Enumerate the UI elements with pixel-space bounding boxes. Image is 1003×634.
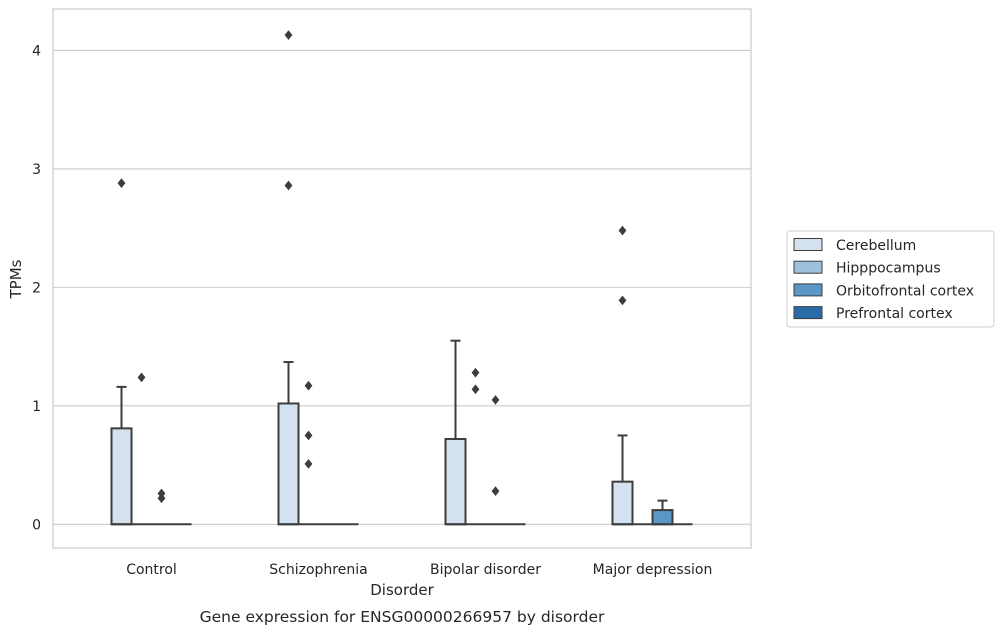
outlier-point [491,486,500,496]
box-orbitofrontal-cortex [151,488,172,526]
y-tick-labels: 0 1 2 3 4 [32,43,41,533]
plot-area [110,30,693,526]
outlier-point [471,367,480,378]
box-body [110,427,133,526]
outlier-point [618,225,627,236]
plot-frame [52,8,752,549]
box-body [611,480,634,526]
x-tick-label: Bipolar disorder [430,562,541,578]
box-hipppocampus [298,380,319,526]
legend-label: Cerebellum [836,238,916,254]
x-tick-labels: Control Schizophrenia Bipolar disorder Majo… [126,562,712,578]
outlier-point [157,488,166,499]
legend-frame [786,230,995,328]
y-tick-label: 0 [32,517,41,533]
outlier-point [618,295,627,306]
outlier-point [284,30,293,40]
y-tick-label: 4 [32,43,41,59]
y-tick-label: 2 [32,280,41,296]
x-axis-label: Disorder [370,581,434,599]
outlier-point [304,380,313,391]
y-tick-label: 3 [32,162,41,178]
x-tick-label: Major depression [593,562,713,578]
legend-label: Prefrontal cortex [836,306,953,322]
legend-label: Hipppocampus [836,261,941,277]
box-hipppocampus [131,372,152,526]
box-hipppocampus [465,367,486,526]
outlier-point [284,180,293,191]
legend-label: Orbitofrontal cortex [836,283,974,299]
gridlines [53,49,751,525]
box-cerebellum [277,30,300,526]
legend-swatch [793,283,823,297]
outlier-point [304,430,313,441]
legend-swatch [793,306,823,320]
box-cerebellum [110,178,133,526]
outlier-point [117,178,126,188]
outlier-point [137,372,146,383]
box-body [277,402,300,526]
legend-swatch [793,238,823,251]
y-tick-label: 1 [32,399,41,415]
outlier-point [304,459,313,469]
box-orbitofrontal-cortex [485,395,506,526]
legend-swatch [793,260,823,274]
chart-caption: Gene expression for ENSG00000266957 by d… [200,608,605,626]
outlier-point [491,395,500,405]
x-tick-label: Schizophrenia [269,562,367,578]
box-body [651,509,674,526]
box-cerebellum [611,225,634,526]
y-axis-label: TPMs [7,259,25,299]
box-orbitofrontal-cortex [651,499,674,526]
box-cerebellum [444,339,467,526]
box-body [444,438,467,526]
outlier-point [471,384,480,395]
legend: Cerebellum Hipppocampus Orbitofrontal cort… [786,230,995,328]
x-tick-label: Control [126,562,177,578]
